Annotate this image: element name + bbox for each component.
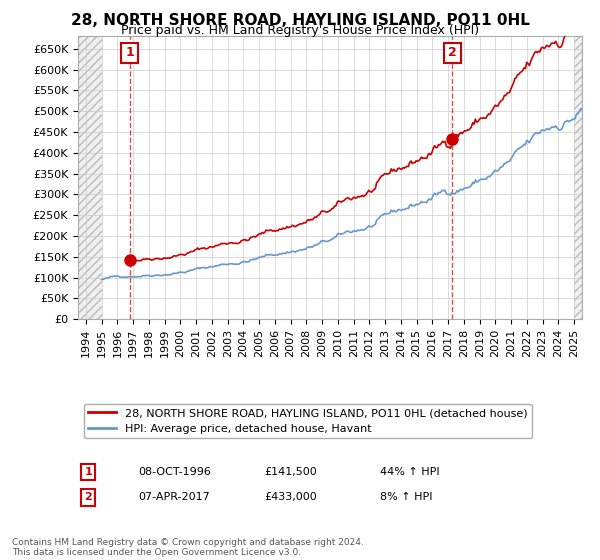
Text: £433,000: £433,000 [265,492,317,502]
Text: 1: 1 [84,467,92,477]
Bar [78,36,101,319]
Text: Price paid vs. HM Land Registry's House Price Index (HPI): Price paid vs. HM Land Registry's House … [121,24,479,37]
Text: 1: 1 [125,46,134,59]
Text: 2: 2 [84,492,92,502]
Text: 08-OCT-1996: 08-OCT-1996 [139,467,211,477]
Text: 2: 2 [448,46,457,59]
Text: Contains HM Land Registry data © Crown copyright and database right 2024.
This d: Contains HM Land Registry data © Crown c… [12,538,364,557]
Text: 28, NORTH SHORE ROAD, HAYLING ISLAND, PO11 0HL: 28, NORTH SHORE ROAD, HAYLING ISLAND, PO… [71,13,529,28]
Text: 07-APR-2017: 07-APR-2017 [139,492,210,502]
Bar [574,36,582,319]
Text: 8% ↑ HPI: 8% ↑ HPI [380,492,433,502]
Legend: 28, NORTH SHORE ROAD, HAYLING ISLAND, PO11 0HL (detached house), HPI: Average pr: 28, NORTH SHORE ROAD, HAYLING ISLAND, PO… [83,404,532,438]
Text: £141,500: £141,500 [265,467,317,477]
Text: 44% ↑ HPI: 44% ↑ HPI [380,467,440,477]
